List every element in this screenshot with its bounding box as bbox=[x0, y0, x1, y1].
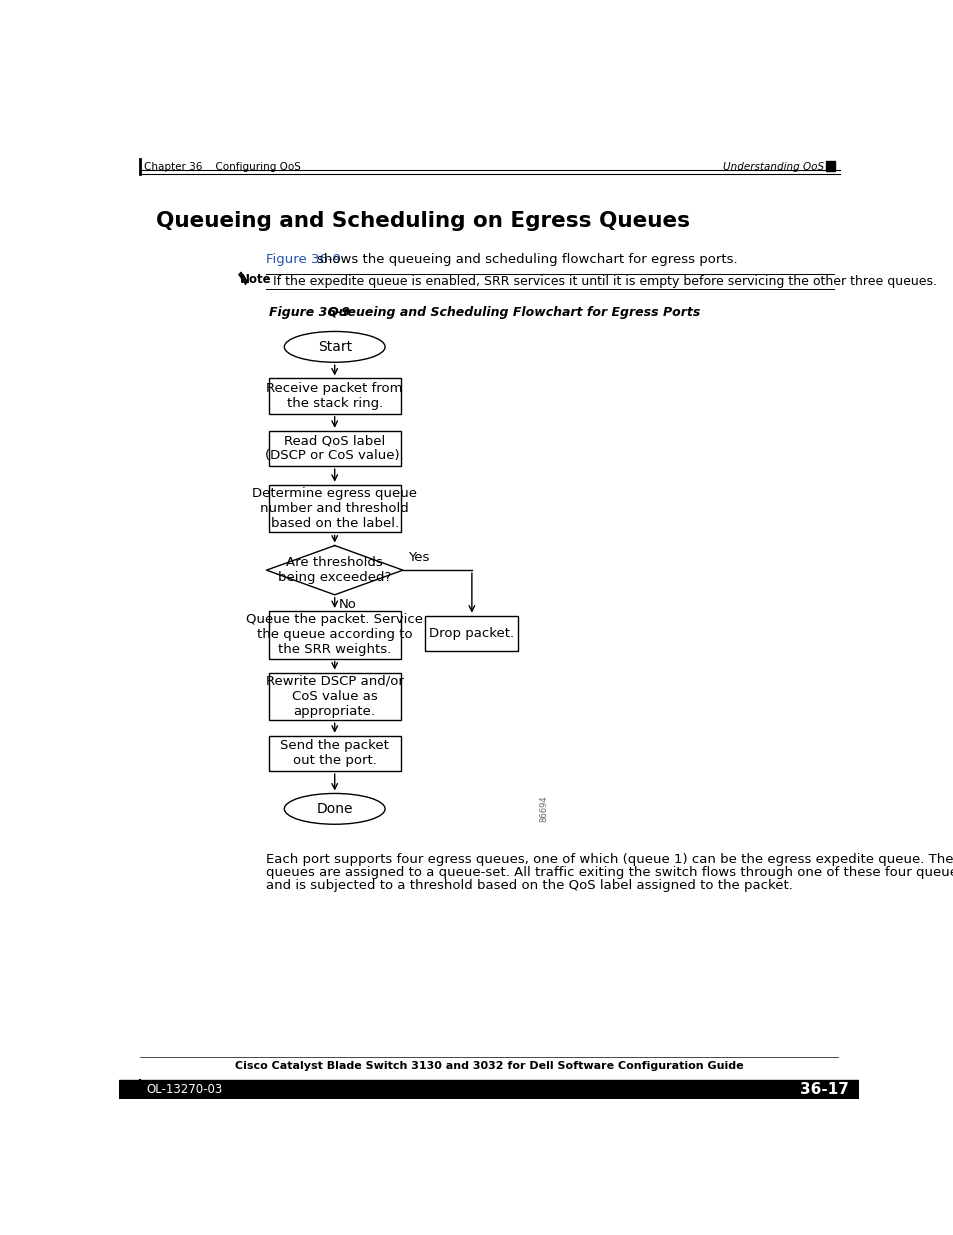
Bar bbox=[269, 378, 400, 414]
Text: Send the packet
out the port.: Send the packet out the port. bbox=[280, 740, 389, 767]
Text: Queueing and Scheduling Flowchart for Egress Ports: Queueing and Scheduling Flowchart for Eg… bbox=[328, 306, 700, 319]
Text: If the expedite queue is enabled, SRR services it until it is empty before servi: If the expedite queue is enabled, SRR se… bbox=[273, 275, 936, 288]
Ellipse shape bbox=[284, 793, 385, 824]
Text: Are thresholds
being exceeded?: Are thresholds being exceeded? bbox=[277, 556, 391, 584]
Polygon shape bbox=[266, 546, 402, 595]
Text: and is subjected to a threshold based on the QoS label assigned to the packet.: and is subjected to a threshold based on… bbox=[266, 879, 793, 892]
Text: Determine egress queue
number and threshold
based on the label.: Determine egress queue number and thresh… bbox=[252, 487, 416, 530]
Text: Chapter 36    Configuring QoS: Chapter 36 Configuring QoS bbox=[144, 162, 300, 172]
Bar bbox=[269, 431, 400, 466]
Text: 86694: 86694 bbox=[538, 795, 548, 823]
Text: Cisco Catalyst Blade Switch 3130 and 3032 for Dell Software Configuration Guide: Cisco Catalyst Blade Switch 3130 and 303… bbox=[234, 1061, 742, 1071]
Text: Drop packet.: Drop packet. bbox=[429, 627, 514, 640]
Bar bbox=[269, 673, 400, 720]
Text: No: No bbox=[338, 598, 356, 611]
Bar bbox=[269, 611, 400, 658]
Text: Read QoS label
(DSCP or CoS value).: Read QoS label (DSCP or CoS value). bbox=[265, 435, 404, 462]
Bar bbox=[269, 484, 400, 532]
Text: queues are assigned to a queue-set. All traffic exiting the switch flows through: queues are assigned to a queue-set. All … bbox=[266, 866, 953, 879]
Text: Each port supports four egress queues, one of which (queue 1) can be the egress : Each port supports four egress queues, o… bbox=[266, 852, 953, 866]
Text: Figure 36-9: Figure 36-9 bbox=[266, 253, 341, 266]
Text: Start: Start bbox=[317, 340, 352, 354]
Text: Rewrite DSCP and/or
CoS value as
appropriate.: Rewrite DSCP and/or CoS value as appropr… bbox=[266, 676, 403, 718]
Text: Queueing and Scheduling on Egress Queues: Queueing and Scheduling on Egress Queues bbox=[156, 211, 690, 231]
Bar bbox=[119, 1079, 858, 1099]
Bar bbox=[269, 736, 400, 771]
Text: shows the queueing and scheduling flowchart for egress ports.: shows the queueing and scheduling flowch… bbox=[316, 253, 737, 266]
Text: OL-13270-03: OL-13270-03 bbox=[146, 1083, 222, 1095]
Bar bbox=[825, 161, 835, 172]
Text: Understanding QoS: Understanding QoS bbox=[722, 162, 823, 172]
Bar bbox=[425, 615, 517, 651]
Ellipse shape bbox=[284, 331, 385, 362]
Text: Receive packet from
the stack ring.: Receive packet from the stack ring. bbox=[266, 382, 402, 410]
Text: Figure 36-9: Figure 36-9 bbox=[269, 306, 350, 319]
Text: 36-17: 36-17 bbox=[800, 1082, 848, 1097]
Text: Done: Done bbox=[316, 802, 353, 816]
Text: Yes: Yes bbox=[407, 551, 429, 564]
Text: Queue the packet. Service
the queue according to
the SRR weights.: Queue the packet. Service the queue acco… bbox=[246, 614, 423, 656]
Text: Note: Note bbox=[240, 273, 272, 285]
